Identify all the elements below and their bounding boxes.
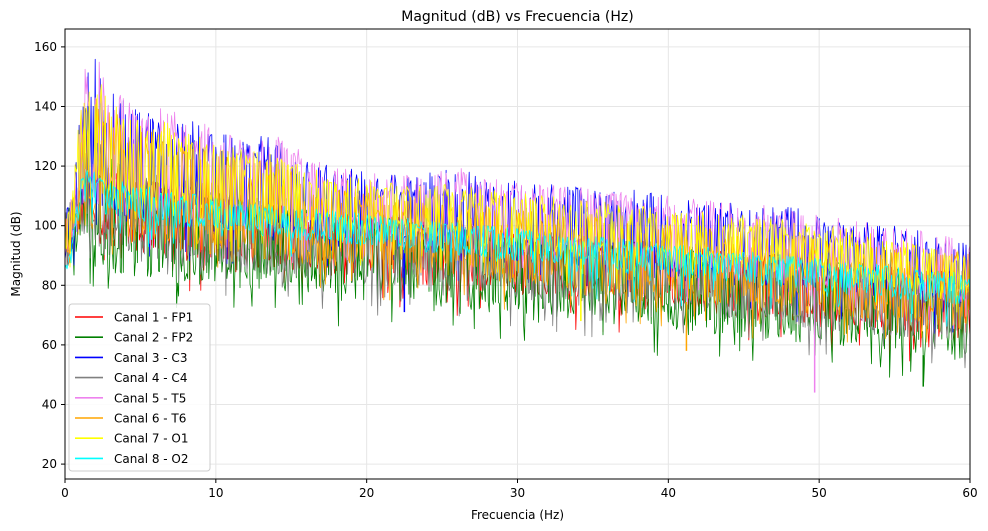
legend-entry: Canal 8 - O2 (114, 452, 189, 466)
x-tick-label: 60 (962, 486, 977, 500)
legend-box (68, 303, 211, 472)
plot-area (64, 58, 971, 393)
legend-entry: Canal 5 - T5 (114, 391, 186, 405)
axes-ticks: 0 10 20 30 40 50 60 20 40 60 80 100 120 140 160 (34, 40, 978, 500)
x-tick-label: 10 (208, 486, 223, 500)
series-line (64, 58, 971, 334)
y-tick-label: 80 (42, 278, 57, 292)
series-line (64, 98, 971, 343)
y-tick-label: 20 (42, 457, 57, 471)
y-tick-label: 60 (42, 338, 57, 352)
series-line (64, 170, 971, 327)
y-tick-label: 40 (42, 397, 57, 411)
x-tick-label: 50 (812, 486, 827, 500)
y-tick-label: 120 (34, 159, 57, 173)
x-tick-label: 20 (359, 486, 374, 500)
y-axis-label: Magnitud (dB) (9, 211, 23, 296)
legend-entry: Canal 4 - C4 (114, 371, 187, 385)
x-tick-label: 30 (510, 486, 525, 500)
x-tick-label: 40 (661, 486, 676, 500)
x-tick-label: 0 (61, 486, 69, 500)
y-tick-label: 160 (34, 40, 57, 54)
y-tick-label: 100 (34, 219, 57, 233)
y-tick-label: 140 (34, 99, 57, 113)
x-axis-label: Frecuencia (Hz) (471, 508, 564, 522)
chart-title: Magnitud (dB) vs Frecuencia (Hz) (401, 9, 633, 25)
legend: Canal 1 - FP1 Canal 2 - FP2 Canal 3 - C3 Ca… (68, 303, 211, 472)
legend-entry: Canal 6 - T6 (114, 412, 186, 426)
legend-entry: Canal 7 - O1 (114, 432, 189, 446)
legend-entry: Canal 2 - FP2 (114, 331, 193, 345)
legend-entry: Canal 3 - C3 (114, 351, 187, 365)
legend-entry: Canal 1 - FP1 (114, 311, 193, 325)
